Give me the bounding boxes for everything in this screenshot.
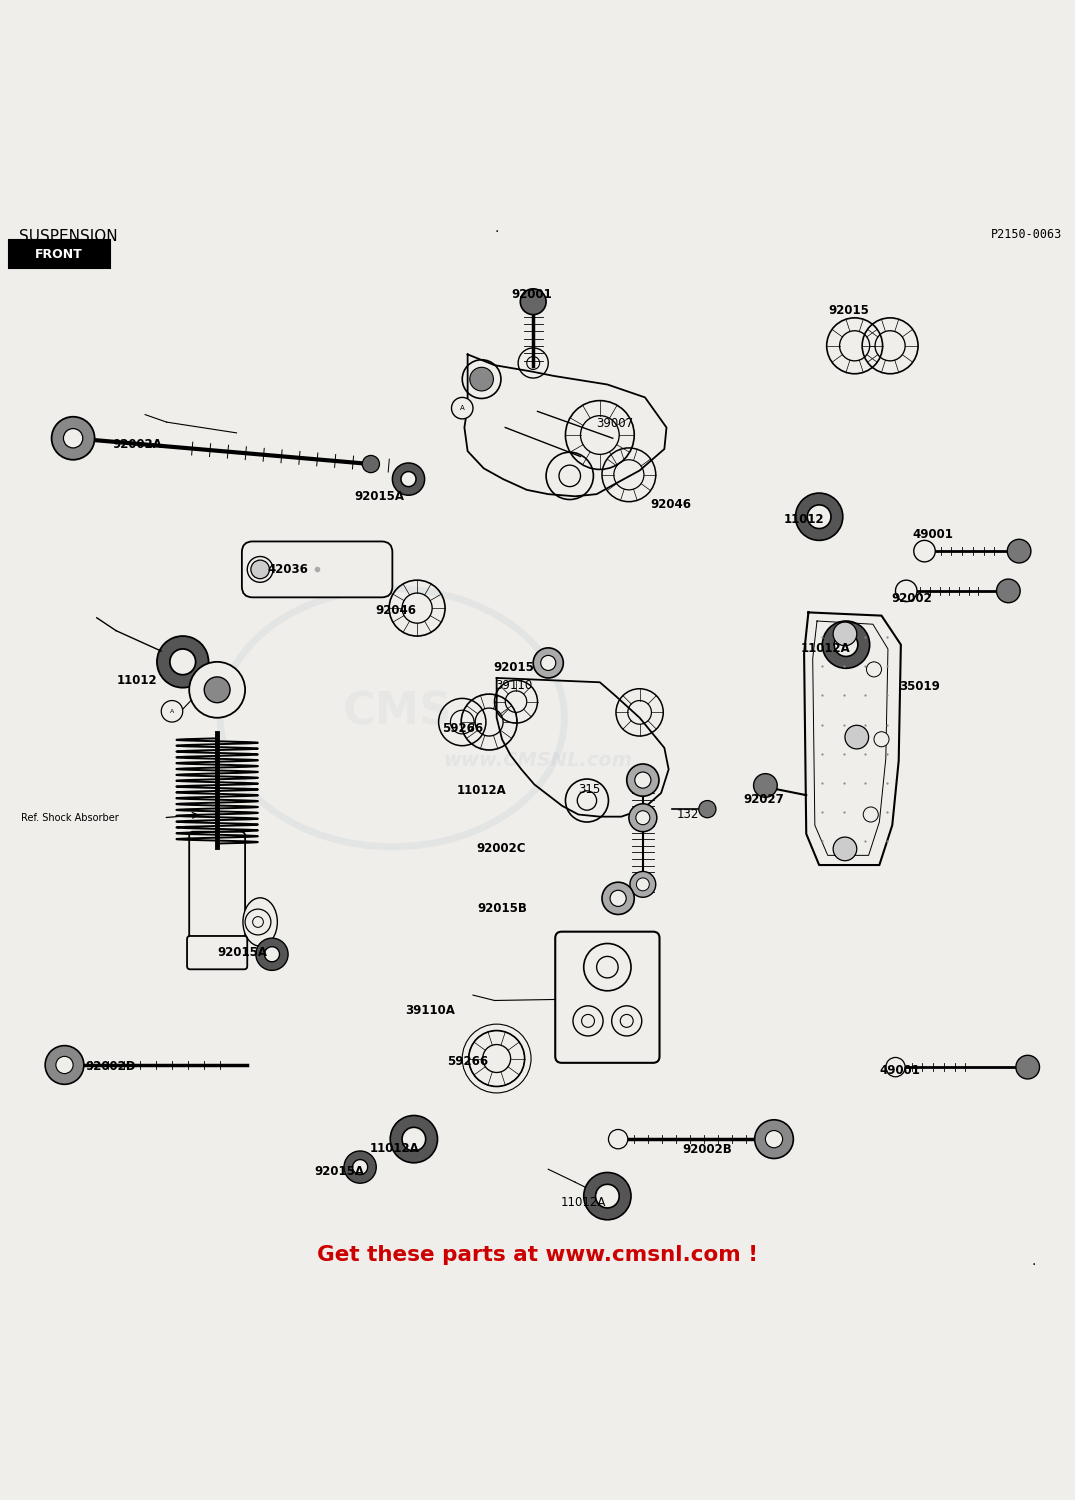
Text: 92002: 92002 (891, 592, 932, 604)
Text: Get these parts at www.cmsnl.com !: Get these parts at www.cmsnl.com ! (317, 1245, 758, 1266)
Text: 92015A: 92015A (315, 1166, 364, 1178)
Text: FRONT: FRONT (35, 248, 83, 261)
Wedge shape (390, 1116, 438, 1162)
Text: 92002C: 92002C (476, 843, 526, 855)
Text: 49001: 49001 (879, 1064, 920, 1077)
Circle shape (56, 1056, 73, 1074)
FancyBboxPatch shape (242, 542, 392, 597)
Circle shape (997, 579, 1020, 603)
Circle shape (914, 540, 935, 562)
Text: P2150-0063: P2150-0063 (991, 228, 1062, 240)
Circle shape (189, 662, 245, 718)
Text: 42036: 42036 (268, 562, 309, 576)
Text: 11012A: 11012A (561, 1196, 606, 1209)
Wedge shape (796, 494, 843, 540)
Ellipse shape (243, 898, 277, 946)
FancyBboxPatch shape (9, 240, 110, 268)
Circle shape (1016, 1056, 1040, 1078)
Text: 11012A: 11012A (370, 1143, 419, 1155)
Circle shape (895, 580, 917, 602)
Wedge shape (157, 636, 209, 687)
Circle shape (866, 662, 881, 676)
Circle shape (602, 882, 634, 915)
Text: 92002A: 92002A (113, 438, 162, 452)
Text: 92015: 92015 (829, 304, 870, 316)
Ellipse shape (247, 556, 273, 582)
Text: www.CMSNL.com: www.CMSNL.com (443, 752, 632, 771)
Circle shape (611, 891, 626, 906)
Text: 35019: 35019 (899, 680, 940, 693)
Text: 92015A: 92015A (217, 945, 267, 958)
Text: 39007: 39007 (597, 417, 633, 429)
Circle shape (886, 1058, 905, 1077)
Text: 315: 315 (578, 783, 600, 796)
Wedge shape (344, 1150, 376, 1184)
Circle shape (636, 810, 649, 825)
Circle shape (627, 764, 659, 796)
Ellipse shape (470, 368, 493, 392)
Wedge shape (584, 1173, 631, 1219)
Text: 59266: 59266 (442, 722, 483, 735)
Text: .: . (494, 220, 499, 234)
Wedge shape (256, 938, 288, 970)
Circle shape (765, 1131, 783, 1148)
Text: CMS: CMS (343, 692, 453, 734)
Circle shape (863, 807, 878, 822)
Circle shape (754, 774, 777, 798)
Circle shape (1007, 540, 1031, 562)
FancyBboxPatch shape (187, 936, 247, 969)
Text: A: A (460, 405, 464, 411)
Circle shape (63, 429, 83, 448)
Circle shape (452, 398, 473, 418)
Circle shape (161, 700, 183, 721)
Circle shape (630, 871, 656, 897)
Circle shape (45, 1046, 84, 1084)
Text: 11012: 11012 (116, 674, 157, 687)
Circle shape (362, 456, 379, 472)
Text: Ref. Shock Absorber: Ref. Shock Absorber (22, 813, 118, 822)
Circle shape (541, 656, 556, 670)
Text: 132: 132 (677, 808, 699, 820)
Circle shape (833, 622, 857, 645)
Wedge shape (392, 464, 425, 495)
Text: 92015A: 92015A (355, 490, 404, 502)
Circle shape (52, 417, 95, 459)
Circle shape (845, 726, 869, 748)
Circle shape (629, 804, 657, 831)
Text: 92046: 92046 (375, 603, 416, 616)
Circle shape (250, 560, 270, 579)
Text: 92015: 92015 (493, 660, 534, 674)
Circle shape (755, 1120, 793, 1158)
Circle shape (634, 772, 651, 788)
FancyBboxPatch shape (189, 831, 245, 942)
Circle shape (874, 732, 889, 747)
Text: 92046: 92046 (650, 498, 691, 512)
Circle shape (636, 878, 649, 891)
Circle shape (833, 837, 857, 861)
Text: 11012A: 11012A (457, 784, 506, 798)
Text: SUSPENSION: SUSPENSION (19, 228, 118, 243)
Text: 92015B: 92015B (477, 902, 527, 915)
Circle shape (608, 1130, 628, 1149)
Text: 92002D: 92002D (86, 1059, 135, 1072)
Text: 11012: 11012 (784, 513, 825, 526)
Circle shape (204, 676, 230, 702)
Text: 39110A: 39110A (405, 1004, 455, 1017)
Text: 11012A: 11012A (801, 642, 850, 656)
Circle shape (699, 801, 716, 818)
Text: A: A (170, 710, 174, 714)
Text: 59266: 59266 (447, 1056, 488, 1068)
Text: 92002B: 92002B (683, 1143, 732, 1156)
Circle shape (520, 290, 546, 315)
Wedge shape (822, 621, 870, 669)
FancyBboxPatch shape (555, 932, 659, 1064)
Text: 49001: 49001 (913, 528, 954, 542)
Text: 92027: 92027 (743, 794, 784, 806)
Circle shape (533, 648, 563, 678)
Text: .: . (1032, 1254, 1036, 1268)
Text: 92001: 92001 (512, 288, 553, 300)
Text: 39110: 39110 (496, 680, 532, 692)
